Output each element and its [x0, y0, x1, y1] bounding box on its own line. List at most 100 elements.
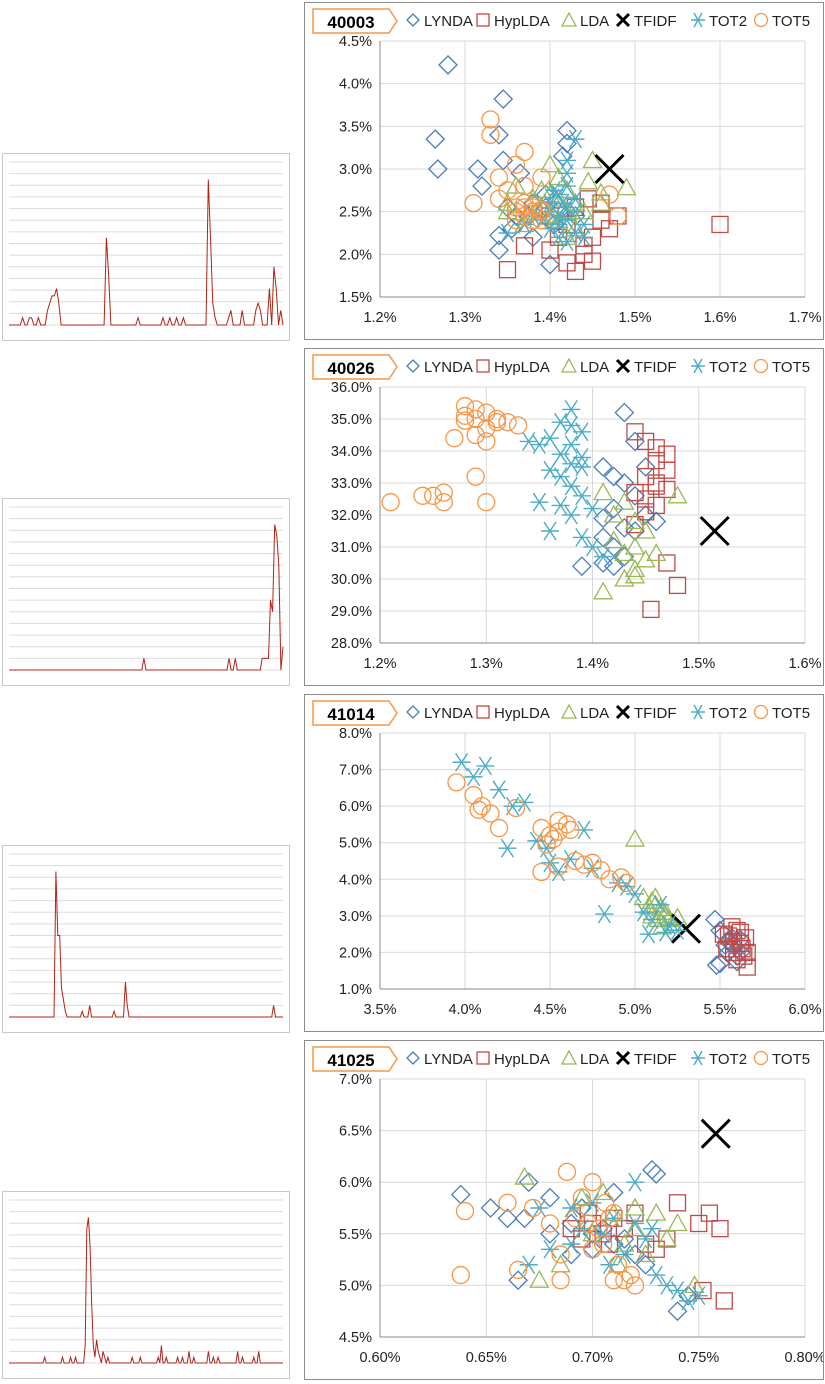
data-point — [566, 1209, 585, 1228]
series-tfidf — [700, 1118, 731, 1149]
data-point — [646, 543, 667, 562]
data-point — [425, 129, 446, 150]
data-point — [575, 245, 593, 263]
data-point — [539, 154, 561, 173]
x-tick-label: 6.0% — [788, 1002, 821, 1018]
data-point — [583, 1193, 602, 1213]
data-point — [615, 1271, 634, 1290]
y-tick-label: 30.0% — [331, 572, 372, 588]
data-point — [506, 198, 526, 217]
chart-title-badge: 41025 — [312, 1046, 398, 1072]
data-point — [519, 432, 538, 451]
data-point — [572, 1188, 592, 1207]
chart-title-badge: 41014 — [312, 700, 398, 726]
data-point — [624, 536, 646, 555]
data-point — [626, 884, 644, 904]
data-point — [455, 1201, 475, 1221]
data-point — [590, 182, 612, 201]
square-icon — [476, 359, 490, 373]
star-icon — [691, 12, 705, 28]
data-point — [490, 780, 508, 800]
data-point — [600, 1235, 619, 1253]
cross-icon — [615, 12, 631, 28]
legend-item-tfidf: TFIDF — [615, 358, 677, 376]
cross-icon — [615, 1050, 631, 1066]
data-point — [656, 1228, 677, 1247]
data-point — [575, 227, 593, 247]
data-point — [476, 756, 495, 776]
y-tick-label: 3.0% — [339, 162, 372, 178]
data-point — [646, 511, 667, 532]
x-tick-label: 1.4% — [533, 310, 566, 326]
data-point — [537, 838, 556, 858]
data-point — [735, 947, 753, 965]
data-point — [477, 403, 496, 422]
data-point — [529, 1269, 550, 1288]
data-point — [583, 537, 602, 557]
data-point — [625, 431, 645, 452]
data-point — [614, 491, 635, 510]
data-point — [624, 559, 646, 578]
data-point — [646, 1164, 667, 1184]
y-tick-label: 29.0% — [331, 604, 372, 620]
data-point — [481, 804, 500, 823]
scatter-chart: 3.5% 4.0% 4.5% 5.0% 5.5% 6.0% 1.0% 2.0% 3.0% 4.0%… — [312, 700, 822, 1018]
star-icon — [691, 358, 705, 374]
data-point — [427, 159, 448, 179]
data-point — [530, 492, 549, 512]
legend-label: TOT5 — [772, 359, 810, 376]
data-point — [636, 490, 655, 508]
data-point — [489, 168, 509, 187]
data-point — [551, 412, 570, 432]
legend-label: TFIDF — [634, 13, 677, 30]
x-tick-label: 1.3% — [448, 310, 481, 326]
data-point — [541, 241, 559, 259]
data-point — [498, 838, 517, 858]
data-point — [625, 1276, 645, 1295]
scatter-panel: 0.60% 0.65% 0.70% 0.75% 0.80% 4.5% 5.0% 5.5% 6.0… — [304, 1040, 824, 1380]
triangle-icon — [560, 11, 578, 27]
data-point — [558, 151, 576, 170]
legend-item-tot5: TOT5 — [753, 704, 810, 722]
data-point — [612, 868, 631, 887]
data-point — [510, 163, 531, 184]
data-point — [537, 835, 556, 854]
data-point — [561, 820, 580, 840]
x-tick-label: 1.5% — [682, 656, 715, 672]
diamond-icon — [406, 359, 420, 373]
data-point — [515, 793, 534, 812]
data-point — [450, 1184, 471, 1205]
chart-title-badge: 40003 — [312, 8, 398, 34]
data-point — [530, 435, 549, 454]
data-point — [614, 568, 635, 587]
data-point — [558, 254, 576, 272]
scatter-panel: 1.2% 1.3% 1.4% 1.5% 1.6% 1.7% 1.5% 2.0% 2.5% 3.0%… — [304, 2, 824, 340]
data-point — [514, 1166, 535, 1185]
gridlines — [379, 386, 806, 644]
legend-item-lda: LDA — [560, 703, 609, 722]
data-point — [608, 206, 628, 226]
data-point — [711, 215, 729, 234]
data-point — [624, 1218, 646, 1237]
x-tick-label: 0.75% — [678, 1350, 719, 1366]
data-point — [736, 929, 755, 947]
data-point — [489, 124, 509, 145]
x-tick-label: 3.5% — [363, 1002, 396, 1018]
legend-label: LYNDA — [424, 1051, 473, 1068]
data-point — [434, 483, 453, 502]
data-point — [477, 419, 496, 438]
data-point — [540, 1214, 560, 1233]
y-tick-label: 28.0% — [331, 636, 372, 652]
data-point — [466, 409, 485, 429]
data-point — [715, 1292, 733, 1310]
data-point — [643, 910, 661, 929]
star-icon — [691, 1050, 705, 1066]
data-point — [635, 1244, 656, 1263]
data-point — [700, 1204, 719, 1222]
scatter-panel: 1.2% 1.3% 1.4% 1.5% 1.6% 28.0% 29.0% 30.0% 31.0%… — [304, 348, 824, 686]
data-point — [469, 800, 488, 819]
data-point — [481, 125, 500, 145]
data-point — [593, 1234, 613, 1254]
y-tick-label: 5.0% — [339, 1278, 372, 1294]
data-point — [668, 1281, 687, 1300]
